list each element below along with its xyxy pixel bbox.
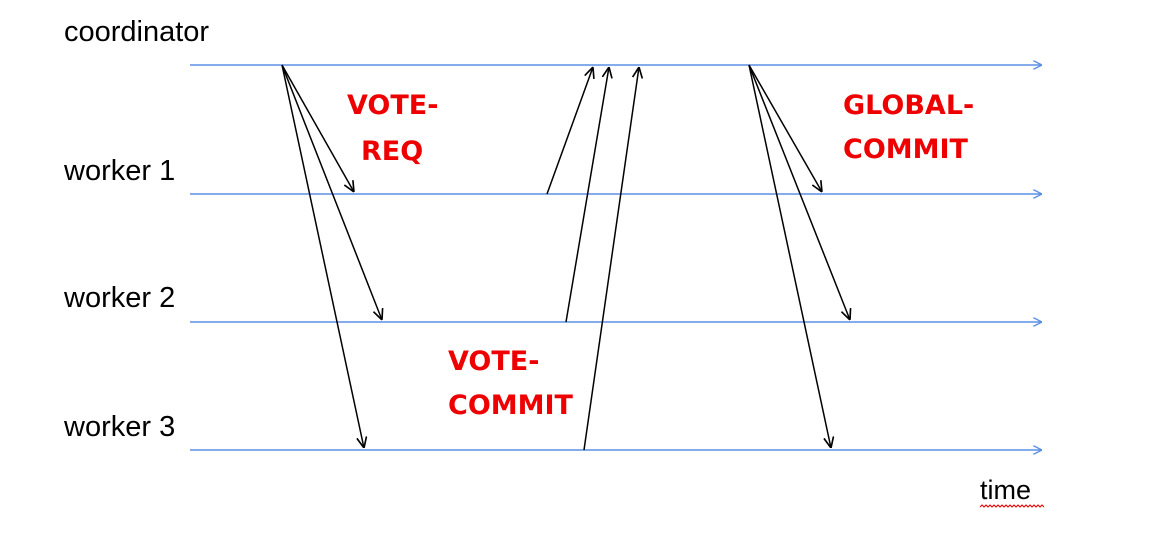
lane-label-worker-3: worker 3 — [63, 411, 175, 443]
time-axis-label: time — [980, 475, 1031, 505]
lane-label-worker-1: worker 1 — [63, 155, 175, 187]
global-commit-arrow-worker-2 — [748, 64, 850, 320]
vote-commit-arrow-worker-3 — [583, 67, 639, 451]
vote-commit-arrow-worker-1 — [546, 67, 593, 195]
vote-req-label-line-1: VOTE- — [347, 90, 438, 121]
vote-commit-label-line-1: VOTE- — [448, 346, 539, 377]
vote-req-arrow-worker-3 — [281, 64, 364, 448]
vote-req-arrow-worker-1 — [281, 64, 354, 192]
global-commit-label-line-2: COMMIT — [843, 134, 969, 165]
vote-commit-arrow-worker-2 — [565, 67, 609, 323]
global-commit-label-line-1: GLOBAL- — [843, 90, 974, 121]
lane-label-worker-2: worker 2 — [63, 282, 175, 314]
global-commit-arrow-worker-3 — [748, 64, 831, 448]
vote-req-arrow-worker-2 — [281, 64, 382, 320]
vote-req-label-line-2: REQ — [361, 136, 423, 167]
spellcheck-squiggle — [979, 504, 1045, 508]
vote-commit-label-line-2: COMMIT — [448, 390, 574, 421]
lane-label-coordinator: coordinator — [64, 16, 209, 48]
global-commit-arrow-worker-1 — [748, 64, 822, 192]
vote-req-label: VOTE- REQ — [347, 90, 448, 167]
vote-commit-label: VOTE- COMMIT — [448, 346, 574, 421]
global-commit-label: GLOBAL- COMMIT — [843, 90, 984, 165]
